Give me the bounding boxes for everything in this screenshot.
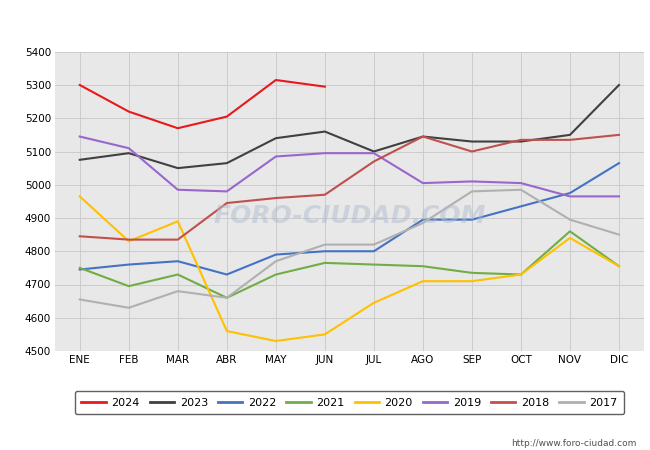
Text: http://www.foro-ciudad.com: http://www.foro-ciudad.com bbox=[512, 439, 637, 448]
Text: Afiliados en Icod de los Vinos a 31/5/2024: Afiliados en Icod de los Vinos a 31/5/20… bbox=[130, 14, 520, 33]
Text: FORO-CIUDAD.COM: FORO-CIUDAD.COM bbox=[213, 204, 486, 228]
Legend: 2024, 2023, 2022, 2021, 2020, 2019, 2018, 2017: 2024, 2023, 2022, 2021, 2020, 2019, 2018… bbox=[75, 391, 624, 414]
